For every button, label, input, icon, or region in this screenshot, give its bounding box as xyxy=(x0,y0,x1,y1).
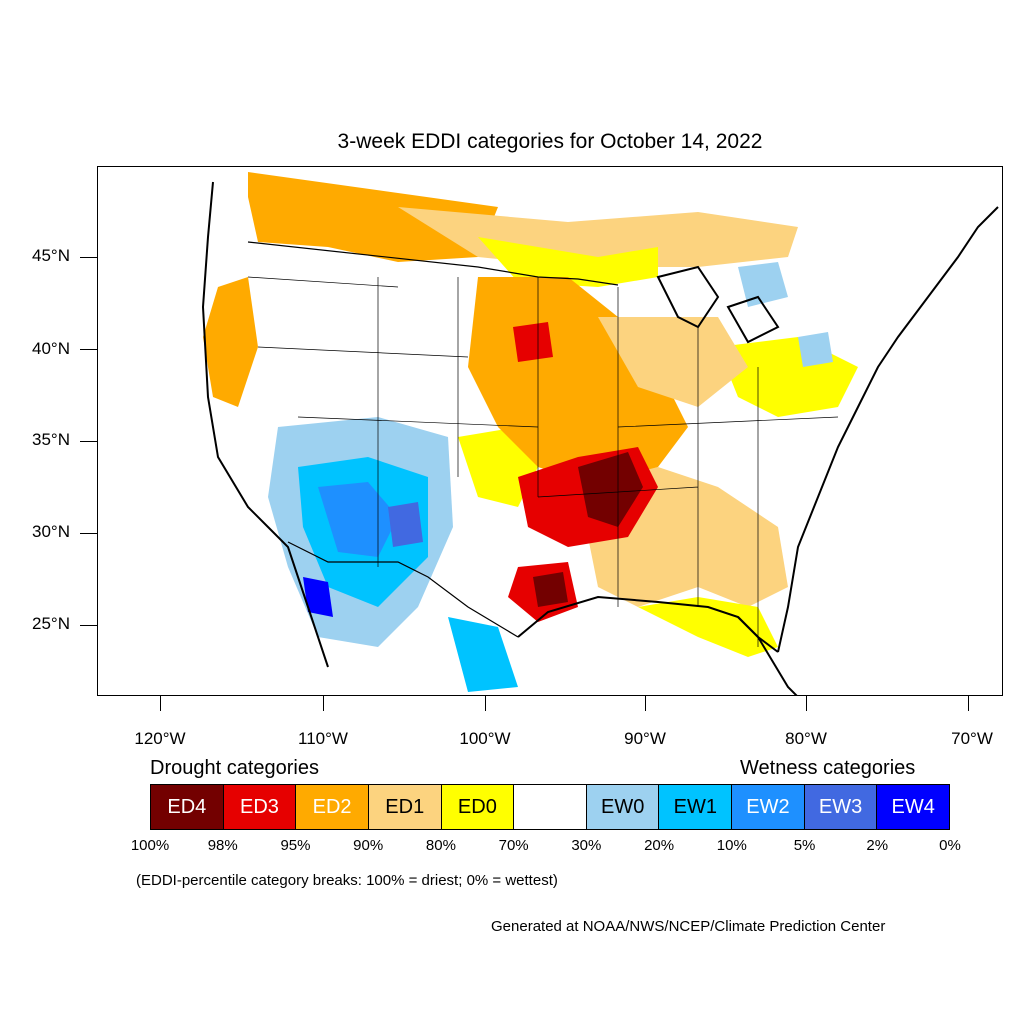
legend-swatch-ew2: EW2 xyxy=(732,785,805,829)
ew3-region-newmexico xyxy=(388,502,423,547)
lat-label-40n: 40°N xyxy=(32,339,70,358)
lat-tick xyxy=(80,533,97,534)
percent-break-label: 20% xyxy=(644,837,675,854)
lat-label-30n: 30°N xyxy=(32,522,70,541)
wetness-heading: Wetness categories xyxy=(740,757,916,779)
ed0-region-east xyxy=(718,337,858,417)
legend-swatch-ed2: ED2 xyxy=(296,785,369,829)
ew1-region-mexico xyxy=(448,617,518,692)
percent-break-label: 5% xyxy=(793,837,816,854)
lat-tick xyxy=(80,625,97,626)
ed4-region-arkansas xyxy=(578,452,643,527)
lon-tick xyxy=(485,696,486,711)
percent-break-label: 30% xyxy=(571,837,602,854)
lon-label-80w: 80°W xyxy=(785,729,827,748)
legend-swatch-ed4: ED4 xyxy=(151,785,224,829)
us-mexico-border xyxy=(287,541,519,638)
east-coast xyxy=(777,206,999,653)
lon-tick xyxy=(968,696,969,711)
credit-line: Generated at NOAA/NWS/NCEP/Climate Predi… xyxy=(491,918,886,935)
ew0-region-northeast xyxy=(738,262,788,307)
category-regions xyxy=(203,172,858,692)
legend-swatch-ew0: EW0 xyxy=(586,785,660,829)
percent-break-label: 80% xyxy=(425,837,456,854)
percent-break-label: 100% xyxy=(130,837,170,854)
lon-label-70w: 70°W xyxy=(951,729,993,748)
ew4-region-baja xyxy=(303,577,333,617)
lat-label-45n: 45°N xyxy=(32,246,70,265)
ew0-region-newengland xyxy=(798,332,833,367)
lon-label-120w: 120°W xyxy=(134,729,186,748)
legend-bar: ED4 ED3 ED2 ED1 ED0 EW0 EW1 EW2 EW3 EW4 xyxy=(150,784,950,830)
category-note: (EDDI-percentile category breaks: 100% =… xyxy=(136,872,558,889)
lat-label-25n: 25°N xyxy=(32,614,70,633)
lon-tick xyxy=(160,696,161,711)
lon-label-110w: 110°W xyxy=(298,729,348,748)
percent-break-label: 70% xyxy=(498,837,529,854)
boundaries xyxy=(201,181,999,695)
florida xyxy=(737,616,798,695)
legend-swatch-ed1: ED1 xyxy=(368,785,442,829)
legend-swatch-ed0: ED0 xyxy=(441,785,515,829)
map-panel xyxy=(97,166,1003,696)
percent-break-label: 98% xyxy=(207,837,238,854)
drought-heading: Drought categories xyxy=(150,757,319,779)
ed2-region-westcoast xyxy=(203,277,258,407)
lon-tick xyxy=(806,696,807,711)
eddi-map xyxy=(201,172,999,695)
percent-break-label: 0% xyxy=(939,837,961,854)
lon-label-90w: 90°W xyxy=(624,729,666,748)
great-lakes xyxy=(656,265,780,344)
ed4-region-texas xyxy=(533,572,568,607)
lat-tick xyxy=(80,257,97,258)
percent-break-label: 10% xyxy=(716,837,747,854)
west-coast xyxy=(201,181,329,668)
lon-label-100w: 100°W xyxy=(459,729,511,748)
legend-swatch-ew4: EW4 xyxy=(877,785,950,829)
legend-swatch-ew1: EW1 xyxy=(659,785,733,829)
lat-tick xyxy=(80,441,97,442)
ed0-region-gulf xyxy=(638,597,778,657)
ed1-region-midwest xyxy=(598,317,748,407)
ed2-region-northwest xyxy=(248,172,498,262)
legend-swatch-ew3: EW3 xyxy=(804,785,878,829)
map-title: 3-week EDDI categories for October 14, 2… xyxy=(337,130,763,153)
lat-label-35n: 35°N xyxy=(32,430,70,449)
legend-swatch-ed3: ED3 xyxy=(223,785,297,829)
percent-break-label: 95% xyxy=(280,837,311,854)
state-lines xyxy=(247,276,839,647)
ed3-region-dakota xyxy=(513,322,553,362)
percent-break-label: 2% xyxy=(866,837,889,854)
percent-break-label: 90% xyxy=(353,837,384,854)
lon-tick xyxy=(645,696,646,711)
lon-tick xyxy=(323,696,324,711)
legend-swatch-neutral xyxy=(514,785,587,829)
lat-tick xyxy=(80,349,97,350)
